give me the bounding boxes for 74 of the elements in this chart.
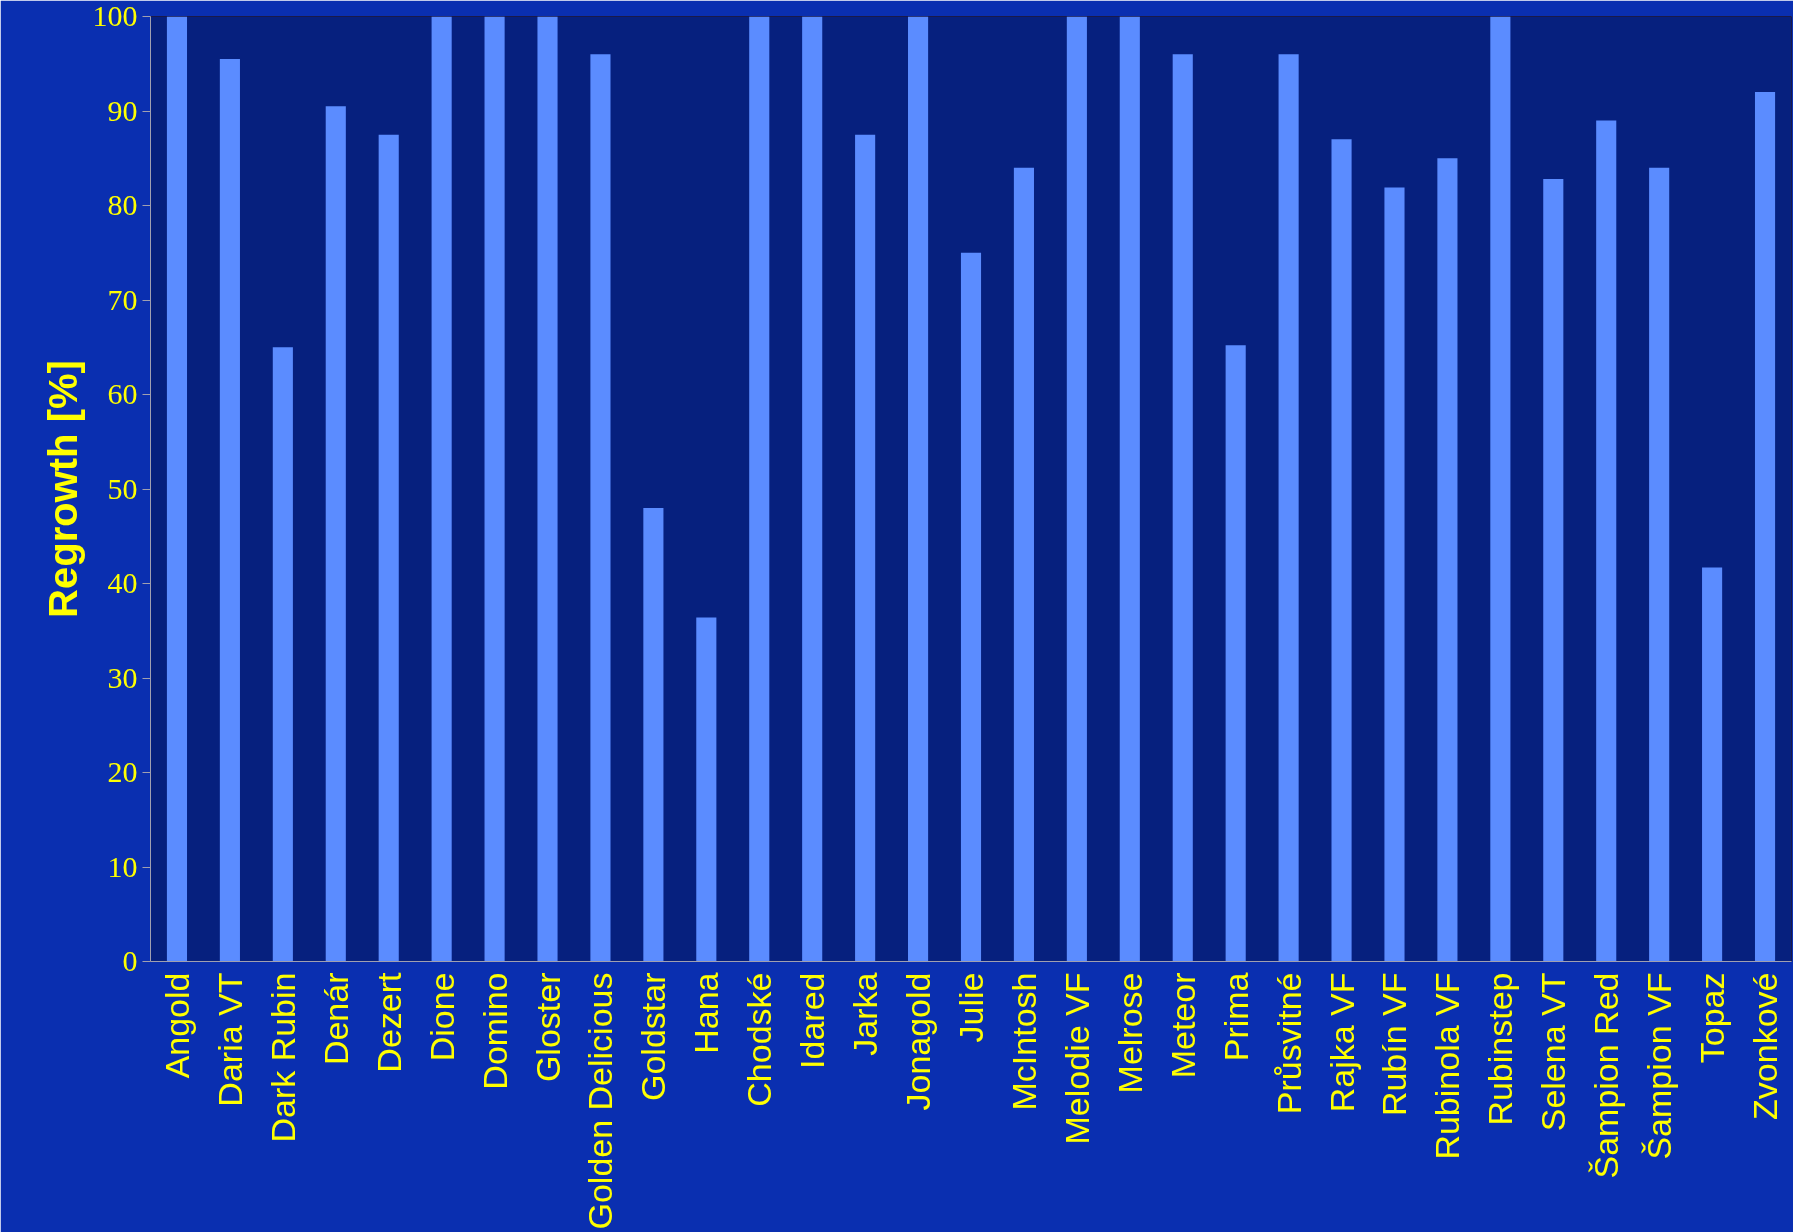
y-tick-label: 90 — [107, 93, 138, 127]
bar — [960, 252, 982, 962]
bar — [166, 16, 188, 962]
x-tick-label: Julie — [952, 972, 990, 1043]
bar — [1172, 54, 1193, 962]
bar — [1437, 158, 1458, 962]
x-tick-label: Idared — [793, 972, 832, 1069]
y-tick-label: 0 — [122, 944, 138, 977]
y-tick-label: 70 — [107, 282, 138, 316]
y-tick-label: 60 — [107, 377, 138, 410]
bar — [219, 59, 240, 962]
bar — [1331, 139, 1352, 962]
bar — [908, 16, 929, 962]
bar — [1278, 54, 1299, 962]
bar — [1066, 16, 1087, 962]
x-tick-label: Zvonkové — [1746, 972, 1785, 1120]
y-tick-label: 80 — [107, 188, 138, 221]
bar — [1596, 120, 1617, 962]
x-tick-label: Daria VT — [210, 972, 249, 1107]
bar — [1543, 179, 1564, 962]
bar — [1384, 187, 1405, 962]
y-tick-label: 50 — [107, 471, 138, 505]
x-tick-label: Angold — [157, 972, 196, 1079]
bar — [1649, 167, 1670, 962]
x-tick-label: Denár — [316, 972, 355, 1066]
bar — [643, 507, 664, 962]
bar — [325, 106, 346, 962]
bar — [749, 16, 770, 962]
x-tick-label: Jonagold — [899, 972, 938, 1111]
bar — [1013, 167, 1034, 962]
y-tick-label: 20 — [107, 755, 138, 788]
x-tick-label: Meteor — [1163, 972, 1202, 1079]
x-tick-label: Golden Delicious — [581, 972, 620, 1230]
bar — [1490, 16, 1511, 962]
x-tick-label: Topaz — [1693, 972, 1732, 1064]
y-tick-label: 100 — [92, 0, 138, 32]
bar — [855, 134, 876, 962]
x-tick-label: Rubinola VF — [1428, 972, 1467, 1160]
x-tick-label: Jarka — [846, 972, 885, 1056]
bar — [696, 617, 717, 962]
y-tick-label: 40 — [107, 566, 138, 599]
x-tick-label: Průsvitné — [1269, 972, 1308, 1115]
x-tick-label: Šampion VF — [1640, 972, 1679, 1160]
bar — [802, 16, 823, 962]
y-tick-label: 10 — [107, 849, 138, 883]
x-tick-label: Rubín VF — [1375, 972, 1414, 1117]
x-tick-label: Dione — [422, 972, 461, 1062]
bar — [1754, 92, 1776, 962]
y-tick-label: 30 — [107, 660, 138, 694]
bar — [272, 347, 293, 962]
x-tick-label: Selena VT — [1534, 972, 1573, 1132]
bar — [378, 134, 399, 962]
x-tick-label: Melodie VF — [1057, 972, 1096, 1145]
bar — [431, 16, 452, 962]
bar — [1119, 16, 1140, 962]
x-tick-label: Dark Rubin — [263, 972, 302, 1143]
x-tick-label: Rajka VF — [1322, 972, 1361, 1113]
x-tick-label: Hana — [687, 972, 726, 1054]
x-tick-label: Šampion Red — [1587, 972, 1626, 1179]
bar — [1225, 345, 1246, 962]
bar — [537, 16, 558, 962]
x-tick-label: Chodské — [740, 972, 779, 1107]
x-tick-label: Dezert — [369, 971, 408, 1073]
y-axis-title: Regrowth [%] — [40, 360, 85, 618]
bar — [484, 16, 505, 962]
x-tick-label: Goldstar — [634, 972, 673, 1101]
x-tick-label: Rubinstep — [1481, 972, 1520, 1126]
bar — [590, 54, 611, 962]
x-tick-label: Gloster — [528, 972, 567, 1083]
x-tick-label: Prima — [1216, 972, 1255, 1062]
x-tick-label: Melrose — [1110, 972, 1149, 1094]
x-tick-label: Domino — [475, 972, 514, 1090]
bar — [1702, 567, 1723, 962]
x-tick-label: McIntosh — [1004, 972, 1043, 1111]
